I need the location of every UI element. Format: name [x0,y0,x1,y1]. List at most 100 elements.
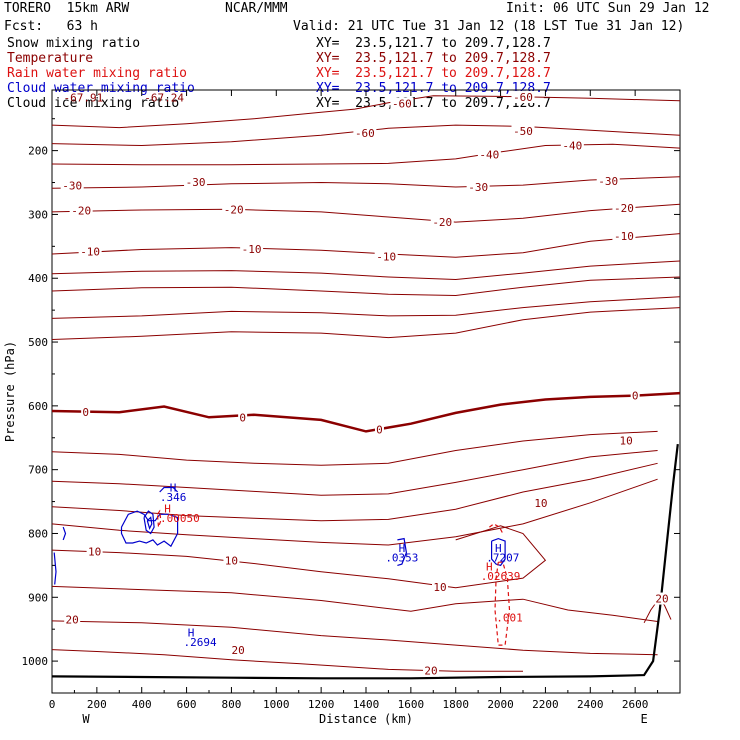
isotherm-label-11: -20 [224,203,244,216]
extremum-label-2: H [170,482,177,495]
isotherm-label-bg-8 [466,180,490,193]
isotherm-label-30: 20 [655,593,668,606]
isotherm-label-8: -30 [468,181,488,194]
isotherm-12-16 [51,585,658,622]
x-tick-label-1: 200 [87,698,107,711]
extremum-label-7: .0353 [385,552,418,565]
y-tick-label-0: 200 [28,145,48,158]
isotherm-label-5: -40 [562,140,582,153]
isotherm-4-12 [51,450,658,496]
legend-label-cloud-ice: Cloud ice mixing ratio [7,96,180,111]
valid-time: Valid: 21 UTC Tue 31 Jan 12 (18 LST Tue … [293,19,685,34]
isotherm-label-bg-0 [353,126,377,139]
chart-axes: 0 200 400 600 800 1000 1200 1400 1600 1800 2000 220… [3,90,680,726]
x-tick-label-5: 1000 [263,698,290,711]
isotherm-label-bg-6 [60,179,84,192]
legend-xy-rain: XY= 23.5,121.7 to 209.7,128.7 [316,66,551,81]
cloud-water-contour-6 [62,526,67,541]
isotherm-label-bg-22 [618,434,635,447]
legend-label-cloud-water: Cloud water mixing ratio [7,81,195,96]
y-axis-title: Pressure (hPa) [3,341,17,442]
cloud-water-contour-2 [146,516,153,531]
cloud-water-contour-3 [159,486,179,493]
isotherm-label-6: -30 [62,180,82,193]
extremum-label-13: H [188,626,195,639]
isotherm-label-bg-28 [230,644,247,657]
extremum-label-8: H [495,542,502,555]
y-tick-label-3: 500 [28,336,48,349]
isotherm-label-19: 0 [239,411,246,424]
extremum-label-9: .7207 [486,552,519,565]
isotherm-2-11 [51,430,658,466]
rain-water-contours [156,509,511,646]
x-axis-title: Distance (km) [319,712,413,726]
isotherm-label-28: 20 [232,644,245,657]
isotherm-label-bg-9 [596,175,620,188]
isotherm-label-bg-10 [69,204,93,217]
isotherm-label-bg-4 [477,148,501,161]
x-tick-label-0: 0 [49,698,56,711]
y-tick-label-2: 400 [28,272,48,285]
isotherm-8-14 [51,478,658,546]
isotherm-label-bg-30 [654,592,671,605]
extremum-label-6: H [399,542,406,555]
isotherm-label-bg-24 [86,545,103,558]
isotherm-0-10 [51,391,681,433]
isotherm-label-9: -30 [598,175,618,188]
isotherm-label-bg-19 [238,411,248,424]
extremum-label-5: .00050 [160,512,200,525]
isotherm-label-bg-5 [560,139,584,152]
y-tick-label-1: 300 [28,208,48,221]
isotherm-label-bg-16 [374,250,398,263]
isotherm-label-3: -50 [513,125,533,138]
isotherm-label-bg-25 [223,554,240,567]
isotherm-label-bg-1 [390,97,414,110]
y-tick-label-6: 800 [28,527,48,540]
extremum-label-10: H [486,561,493,574]
isotherm-label-0: -60 [355,127,375,140]
cloud-water-contours [53,486,506,585]
isotherm-16-17 [51,620,658,656]
isotherm-label-4: -40 [479,148,499,161]
isotherm-label-bg-20 [374,423,384,436]
isotherm-label-bg-3 [511,124,535,137]
cloud-water-contour-7 [53,552,57,585]
legend-label-temperature: Temperature [7,51,94,66]
extremum-label-12: .001 [496,612,523,625]
cloud-water-contour-1 [143,510,155,535]
isotherm-label-bg-13 [612,202,636,215]
isotherm-m10-5 [51,233,681,258]
isotherm-10-15 [51,525,547,589]
rain-water-contour-1 [494,561,511,646]
isotherm-label-24: 10 [88,545,101,558]
rain-water-contour-0 [156,509,162,528]
isotherm-label-bg-23 [532,496,549,509]
y-tick-label-5: 700 [28,464,48,477]
y-tick-label-8: 1000 [22,655,49,668]
rain-water-contour-2 [489,523,504,534]
center-title: NCAR/MMM [225,1,288,16]
isotherm-label-bg-14 [78,245,102,258]
isotherm-label-26: 10 [433,581,446,594]
legend-label-rain: Rain water mixing ratio [7,66,188,81]
isotherm-m4-8 [51,296,681,319]
isotherm-m8-6 [51,260,681,281]
terrain-line [51,443,679,680]
x-tick-label-8: 1600 [398,698,425,711]
x-tick-label-9: 1800 [442,698,469,711]
isotherm-label-bg-29 [423,664,440,677]
isotherm-label-7: -30 [186,176,206,189]
isotherm-label-17: -10 [614,230,634,243]
temperature-isotherms [51,95,681,672]
cloud-water-contour-0 [120,510,179,548]
y-tick-label-4: 600 [28,400,48,413]
isotherm-label-1: -60 [392,97,412,110]
isotherm-m40-2 [51,143,681,166]
isotherm-m2-9 [51,307,681,340]
contour-labels: -60 -60 -60 -50 -40 -40 -30 -30 -30 -30 -20 -20 -20 -… [60,91,671,678]
extremum-label-4: H [164,503,171,516]
legend-xy-temperature: XY= 23.5,121.7 to 209.7,128.7 [316,51,551,66]
x-tick-label-13: 2600 [622,698,649,711]
x-tick-label-4: 800 [221,698,241,711]
